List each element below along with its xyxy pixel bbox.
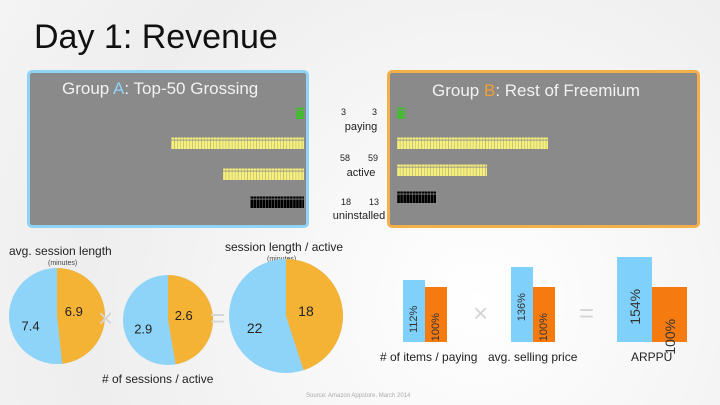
bar-2-label: avg. selling price (488, 350, 578, 364)
group-a-title: Group A: Top-50 Grossing (62, 79, 259, 98)
source-note: Source: Amazon Appstore, March 2014 (306, 393, 411, 399)
bar-value-label: 100% (430, 313, 442, 342)
bar-2-group-b: 100% (533, 287, 555, 342)
group-b-uninstalled-row: iiiiiiiiiiiii (396, 190, 436, 206)
bar-3-label: ARPPU (631, 350, 673, 364)
pie-1-unit: (minutes) (48, 260, 78, 267)
group-b-paying-row: iii (396, 106, 406, 122)
bar-1-group-b: 100% (425, 287, 447, 342)
bar-3-group-b: 100% (652, 287, 687, 355)
pie-1-title: avg. session length (9, 244, 112, 258)
pie-1-label-b: 6.9 (65, 304, 83, 319)
equals-operator-2: = (579, 298, 595, 328)
bar-3-group-a: 154% (617, 257, 652, 342)
group-b-title: Group B: Rest of Freemium (432, 81, 640, 100)
bar-1-group-a: 112% (403, 280, 425, 342)
pie-3-slice-b (286, 259, 344, 371)
equals-operator: = (210, 303, 226, 333)
pie-2-title: # of sessions / active (102, 372, 214, 386)
slide-title: Day 1: Revenue (34, 18, 278, 56)
group-a-panel: Group A: Top-50 Grossing iii iiiiiiiiiii… (27, 70, 309, 228)
bar-value-label: 100% (538, 313, 550, 342)
pie-1-slice-b (57, 268, 105, 364)
bar-value-label: 154% (626, 289, 643, 326)
group-b-panel: Group B: Rest of Freemium iii iiiiiiiiii… (387, 70, 700, 228)
group-a-row-2: iiiiiiiiiiiiiiiiiiiiiiiiiiiiiiiiiiiiiiii… (170, 136, 304, 152)
bar-1-label: # of items / paying (380, 350, 478, 364)
pie-2-label-b: 2.6 (175, 308, 193, 323)
pie-3-title: session length / active (225, 240, 344, 254)
times-operator-2: × (473, 298, 489, 328)
bar-value-label: 136% (516, 293, 528, 322)
pie-2-label-a: 2.9 (134, 322, 152, 337)
group-a-row-3: iiiiiiiiiiiiiiiiiiiiiiiiiii (221, 167, 304, 183)
pie-3-label-b: 18 (298, 303, 314, 319)
group-a-paying-row: iii (294, 106, 304, 122)
times-operator: × (98, 303, 114, 333)
pie-2-slice-b (168, 275, 214, 365)
group-b-row-2: iiiiiiiiiiiiiiiiiiiiiiiiiiiiiiiiiiiiiiii… (396, 136, 549, 152)
bar-2-group-a: 136% (511, 267, 533, 342)
pie-1-label-a: 7.4 (22, 318, 40, 333)
pie-3-label-a: 22 (247, 320, 263, 336)
group-a-uninstalled-row: iiiiiiiiiiiiiiiiii (249, 195, 304, 211)
bar-value-label: 112% (408, 306, 420, 334)
group-b-row-3: iiiiiiiiiiiiiiiiiiiiiiiiiiiiii (396, 163, 488, 179)
